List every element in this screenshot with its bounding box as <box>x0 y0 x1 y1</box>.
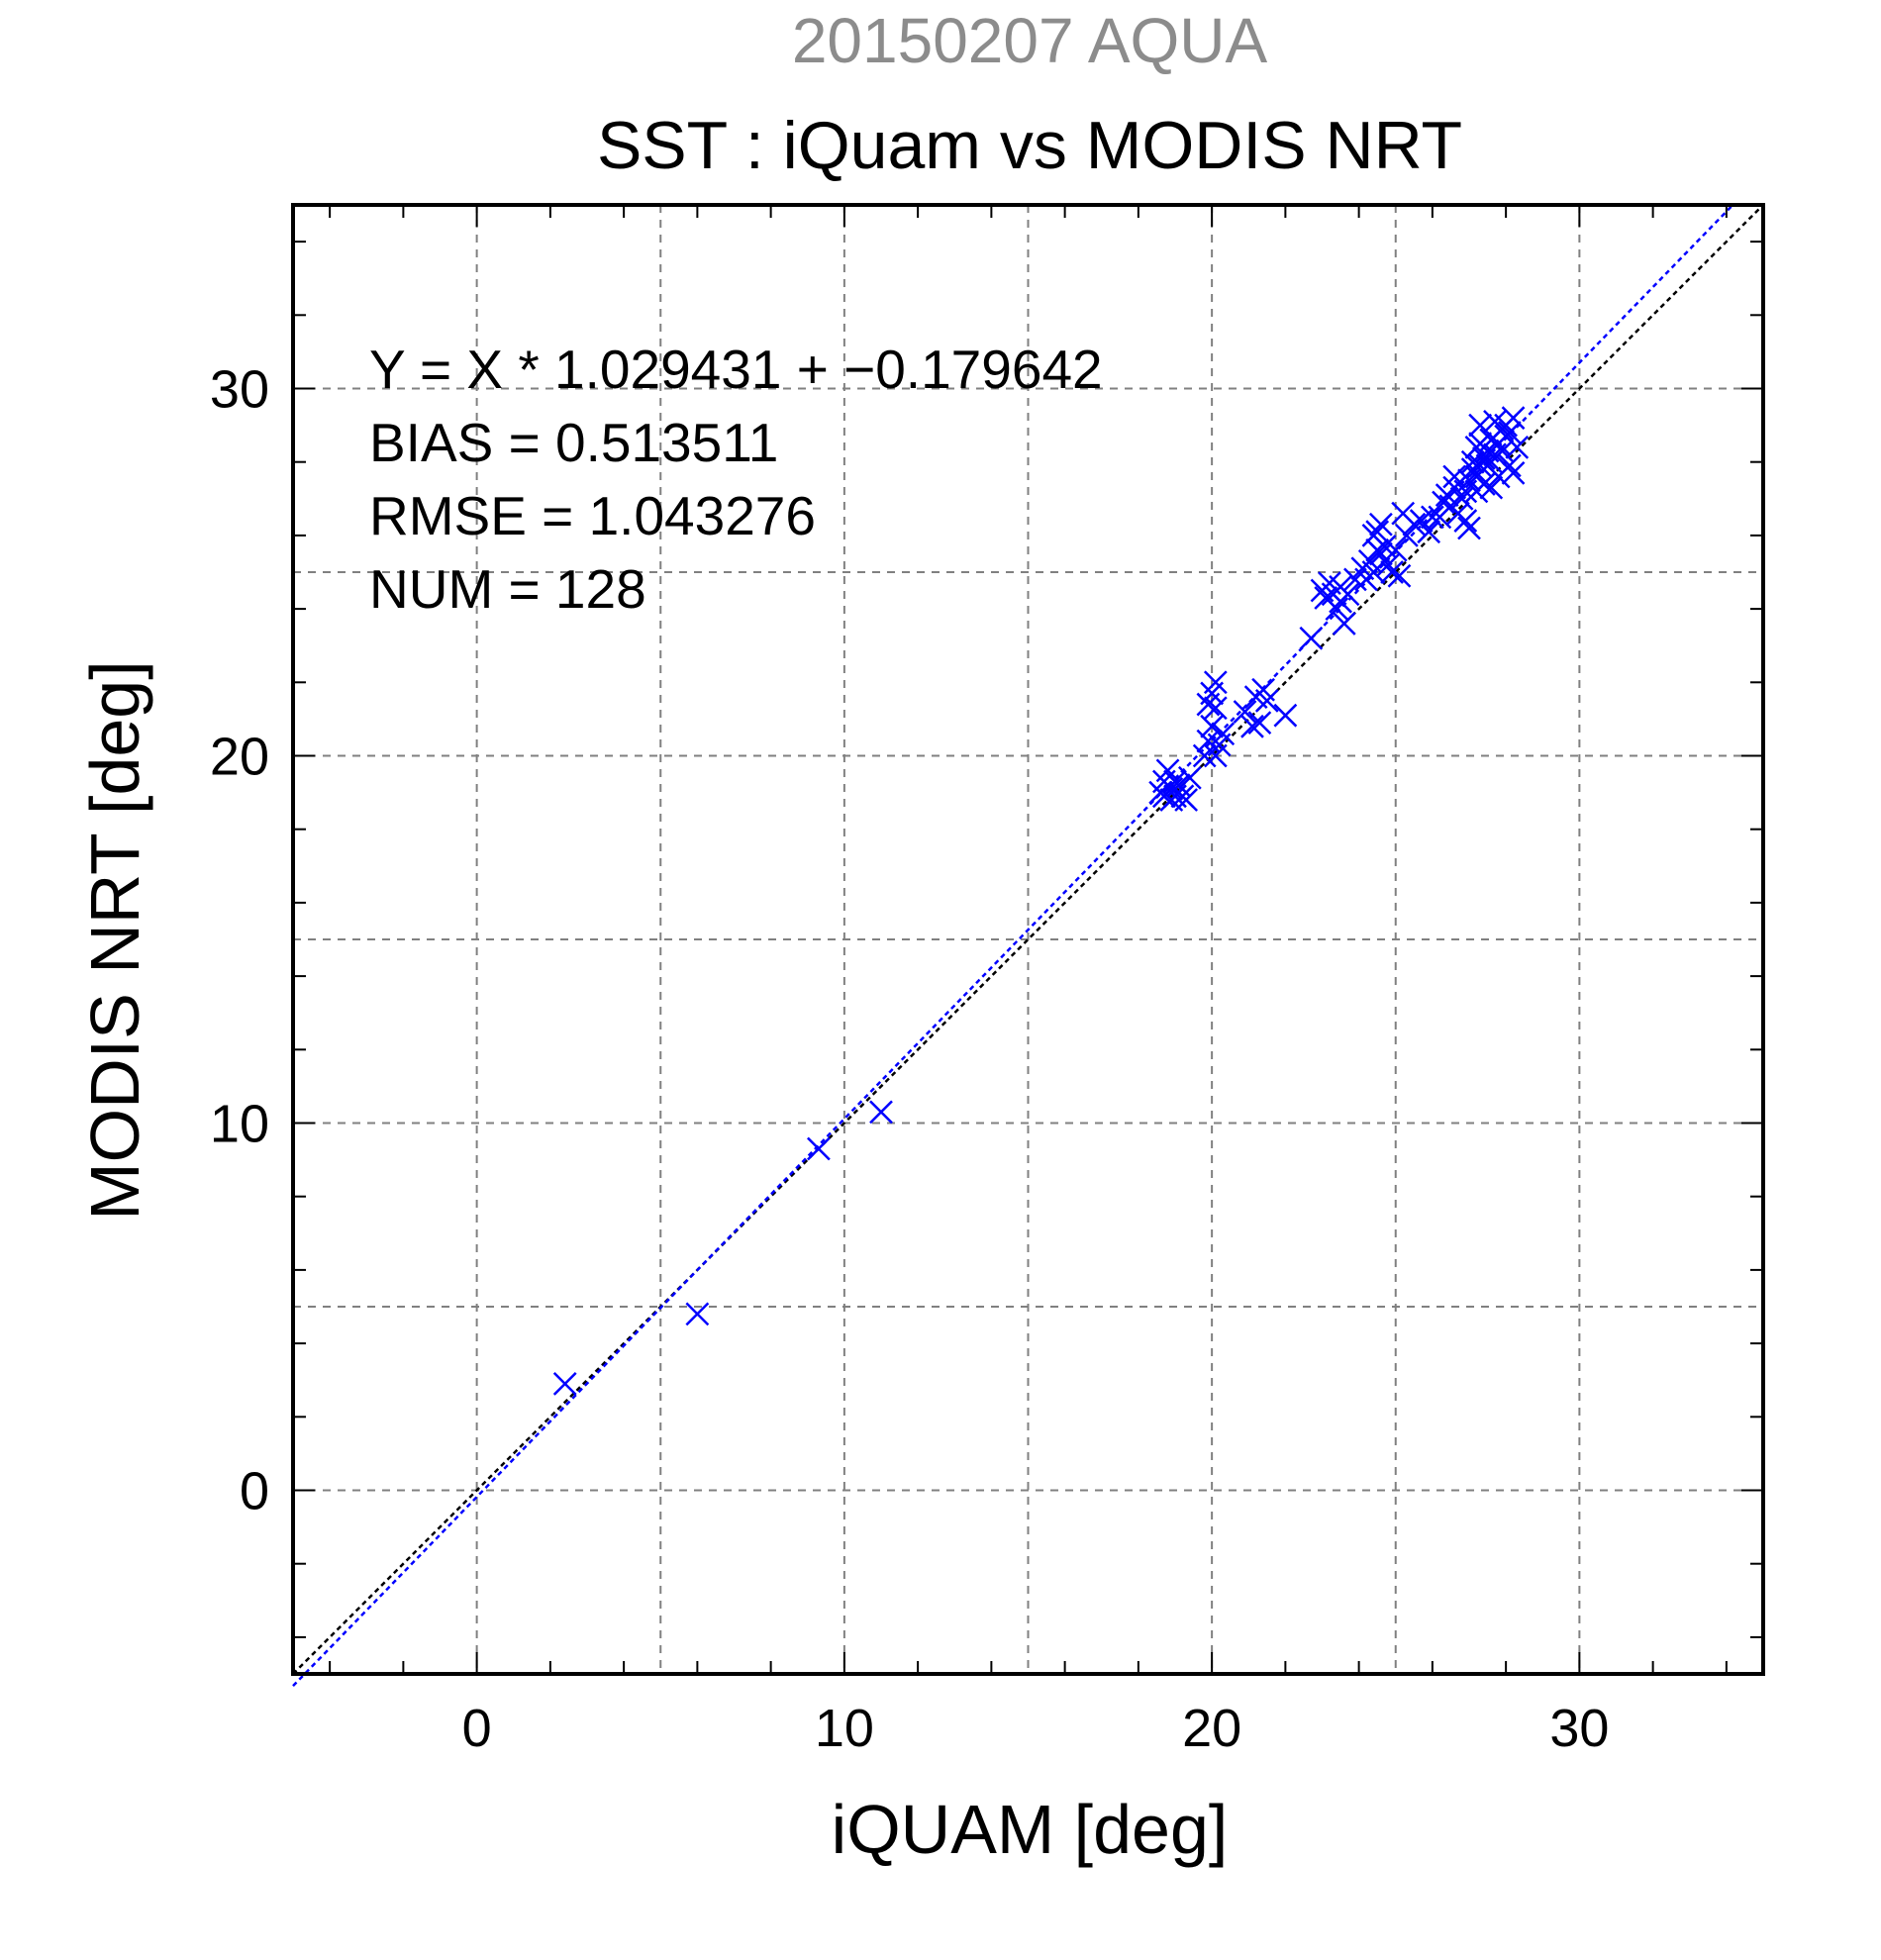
data-point <box>1254 688 1279 713</box>
data-point <box>1369 512 1393 537</box>
data-point <box>1240 714 1264 738</box>
num-stat: NUM = 128 <box>369 558 646 620</box>
y-tick-label: 0 <box>240 1462 269 1521</box>
data-point <box>1442 464 1467 489</box>
data-point <box>1453 509 1478 533</box>
minor-ticks <box>293 205 1763 1674</box>
data-point <box>1380 560 1404 584</box>
y-tick-label: 20 <box>210 728 269 787</box>
data-point <box>1192 743 1217 768</box>
fit-equation: Y = X * 1.029431 + −0.179642 <box>369 339 1103 400</box>
data-point <box>1501 460 1526 485</box>
data-point <box>1490 439 1515 463</box>
plot-frame <box>291 203 1765 1676</box>
data-point <box>1151 784 1176 809</box>
data-point <box>1479 475 1504 500</box>
data-point <box>1211 722 1236 746</box>
data-point <box>1159 788 1184 812</box>
data-point <box>1332 612 1356 636</box>
data-point <box>1464 464 1489 489</box>
data-point <box>1387 563 1412 588</box>
data-point <box>1497 421 1522 444</box>
y-tick-label: 10 <box>210 1095 269 1154</box>
data-point <box>1203 696 1228 721</box>
y-axis-label: MODIS NRT [deg] <box>76 660 153 1220</box>
data-point <box>1361 560 1386 584</box>
data-point <box>552 1372 577 1396</box>
data-points <box>552 406 1530 1396</box>
y-tick-label: 30 <box>210 360 269 420</box>
rmse-stat: RMSE = 1.043276 <box>369 485 816 546</box>
data-point <box>1273 703 1298 728</box>
data-point <box>1497 453 1522 478</box>
data-point <box>1468 413 1493 438</box>
data-point <box>1299 626 1324 650</box>
data-point <box>1203 743 1228 768</box>
data-point <box>1203 670 1228 695</box>
grid <box>293 205 1763 1674</box>
data-point <box>1402 512 1427 537</box>
data-point <box>1200 714 1225 738</box>
tick-labels: 0 10 20 30 0 10 20 30 <box>210 360 1609 1759</box>
data-point <box>1505 435 1530 459</box>
data-point <box>1343 567 1367 592</box>
x-tick-label: 0 <box>462 1699 492 1758</box>
data-point <box>1449 486 1474 511</box>
chart-title: 20150207 AQUA <box>792 5 1268 76</box>
x-tick-label: 10 <box>815 1699 874 1758</box>
data-point <box>1325 597 1349 621</box>
data-point <box>1163 769 1187 794</box>
data-point <box>685 1302 710 1326</box>
data-point <box>1501 406 1526 431</box>
data-point <box>1420 505 1444 530</box>
data-point <box>1361 524 1386 547</box>
data-point <box>1417 520 1441 544</box>
data-point <box>1196 692 1221 717</box>
data-point <box>869 1100 893 1125</box>
x-axis-label: iQUAM [deg] <box>832 1791 1229 1868</box>
data-point <box>1369 541 1393 566</box>
data-point <box>807 1136 831 1161</box>
bias-stat: BIAS = 0.513511 <box>369 412 778 473</box>
chart-subtitle: SST : iQuam vs MODIS NRT <box>597 108 1462 183</box>
data-point <box>1155 758 1180 783</box>
data-point <box>1233 700 1257 724</box>
data-point <box>1336 582 1360 607</box>
data-point <box>1432 490 1455 515</box>
x-tick-label: 30 <box>1549 1699 1609 1758</box>
x-tick-label: 20 <box>1182 1699 1241 1758</box>
data-point <box>1383 538 1408 562</box>
data-point <box>1177 765 1202 790</box>
data-point <box>1247 711 1272 735</box>
data-point <box>1457 516 1481 540</box>
